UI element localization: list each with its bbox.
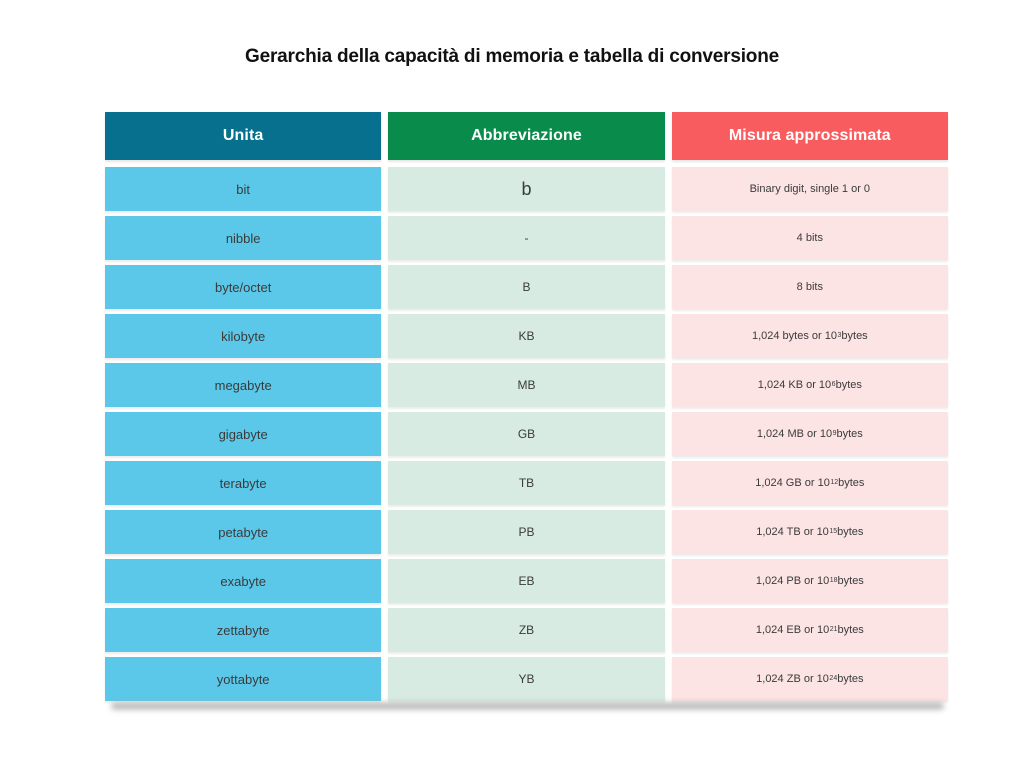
- abbreviation-cell: -: [388, 216, 665, 260]
- column-header-unit: Unita: [105, 112, 382, 160]
- unit-cell: gigabyte: [105, 412, 382, 456]
- table-row: megabyte MB 1,024 KB or 10 6 bytes: [105, 363, 948, 407]
- approximate-measure-cell: 1,024 bytes or 10 3 bytes: [671, 314, 948, 358]
- approximate-measure-cell: 4 bits: [671, 216, 948, 260]
- unit-cell: exabyte: [105, 559, 382, 603]
- abbreviation-cell: KB: [388, 314, 665, 358]
- table-row: bit b Binary digit, single 1 or 0: [105, 167, 948, 211]
- abbreviation-cell: GB: [388, 412, 665, 456]
- table-body: bit b Binary digit, single 1 or 0 nibble -4 …: [105, 167, 948, 701]
- unit-cell: bit: [105, 167, 382, 211]
- approximate-measure-cell: 1,024 EB or 10 21 bytes: [671, 608, 948, 652]
- table-row: gigabyte GB 1,024 MB or 10 9 bytes: [105, 412, 948, 456]
- column-header-abbreviation: Abbreviazione: [388, 112, 665, 160]
- unit-cell: kilobyte: [105, 314, 382, 358]
- table-row: petabyte PB 1,024 TB or 10 15 bytes: [105, 510, 948, 554]
- unit-cell: byte/octet: [105, 265, 382, 309]
- abbreviation-cell: YB: [388, 657, 665, 701]
- abbreviation-cell: MB: [388, 363, 665, 407]
- approximate-measure-cell: 1,024 TB or 10 15 bytes: [671, 510, 948, 554]
- approximate-measure-cell: 1,024 PB or 10 18 bytes: [671, 559, 948, 603]
- unit-cell: terabyte: [105, 461, 382, 505]
- table-row: terabyte TB 1,024 GB or 10 12 bytes: [105, 461, 948, 505]
- approximate-measure-cell: 1,024 ZB or 10 24 bytes: [671, 657, 948, 701]
- table-row: zettabyte ZB 1,024 EB or 10 21 bytes: [105, 608, 948, 652]
- table-row: byte/octet B 8 bits: [105, 265, 948, 309]
- unit-cell: petabyte: [105, 510, 382, 554]
- table-drop-shadow: [111, 703, 944, 710]
- table-row: exabyte EB 1,024 PB or 10 18 bytes: [105, 559, 948, 603]
- column-header-approximate-measure: Misura approssimata: [671, 112, 948, 160]
- table-row: yottabyte YB 1,024 ZB or 10 24 bytes: [105, 657, 948, 701]
- approximate-measure-cell: 1,024 KB or 10 6 bytes: [671, 363, 948, 407]
- approximate-measure-cell: 8 bits: [671, 265, 948, 309]
- abbreviation-cell: EB: [388, 559, 665, 603]
- table-row: nibble -4 bits: [105, 216, 948, 260]
- unit-cell: megabyte: [105, 363, 382, 407]
- unit-cell: nibble: [105, 216, 382, 260]
- page-title: Gerarchia della capacità di memoria e ta…: [245, 46, 779, 67]
- approximate-measure-cell: Binary digit, single 1 or 0: [671, 167, 948, 211]
- table-row: kilobyte KB 1,024 bytes or 10 3 bytes: [105, 314, 948, 358]
- approximate-measure-cell: 1,024 GB or 10 12 bytes: [671, 461, 948, 505]
- abbreviation-cell: b: [388, 167, 665, 211]
- approximate-measure-cell: 1,024 MB or 10 9 bytes: [671, 412, 948, 456]
- conversion-table: Unita Abbreviazione Misura approssimata …: [105, 112, 948, 701]
- unit-cell: zettabyte: [105, 608, 382, 652]
- table-header-row: Unita Abbreviazione Misura approssimata: [105, 112, 948, 160]
- abbreviation-cell: PB: [388, 510, 665, 554]
- abbreviation-cell: ZB: [388, 608, 665, 652]
- abbreviation-cell: TB: [388, 461, 665, 505]
- unit-cell: yottabyte: [105, 657, 382, 701]
- abbreviation-cell: B: [388, 265, 665, 309]
